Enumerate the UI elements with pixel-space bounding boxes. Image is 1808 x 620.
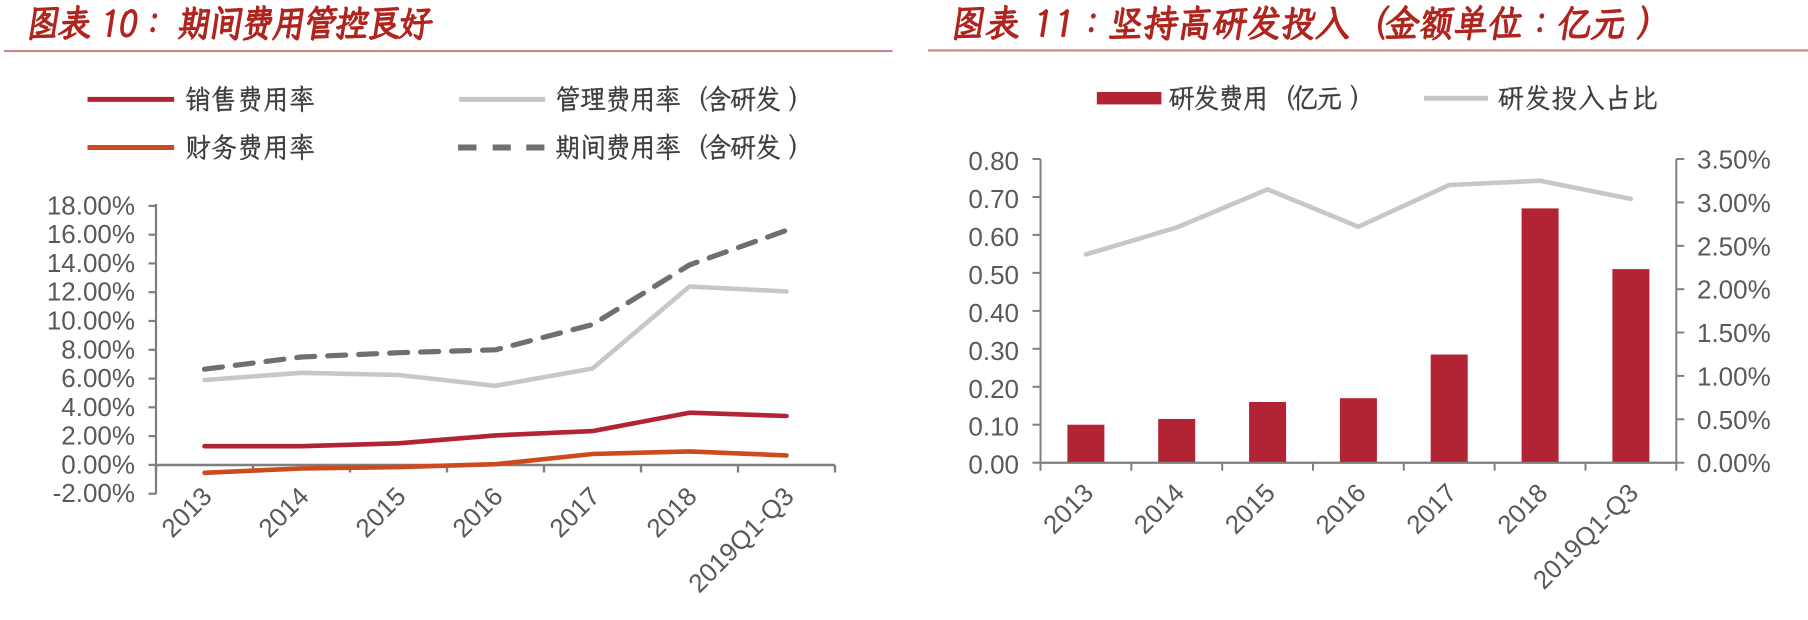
svg-text:6.00%: 6.00% — [61, 363, 135, 393]
svg-text:0.20: 0.20 — [968, 374, 1019, 404]
svg-text:2019Q1-Q3: 2019Q1-Q3 — [682, 481, 799, 598]
svg-text:2013: 2013 — [1037, 478, 1099, 540]
svg-text:3.50%: 3.50% — [1697, 145, 1771, 175]
svg-text:1.00%: 1.00% — [1697, 361, 1771, 391]
svg-text:2014: 2014 — [1128, 478, 1190, 540]
svg-text:4.00%: 4.00% — [61, 392, 135, 422]
svg-text:0.40: 0.40 — [968, 298, 1019, 328]
svg-text:2.00%: 2.00% — [1697, 275, 1771, 305]
svg-text:2017: 2017 — [543, 481, 605, 543]
svg-text:8.00%: 8.00% — [61, 334, 135, 364]
svg-text:0.10: 0.10 — [968, 412, 1019, 442]
svg-text:2015: 2015 — [349, 481, 411, 543]
svg-text:2014: 2014 — [252, 481, 314, 543]
svg-text:12.00%: 12.00% — [47, 277, 135, 307]
svg-text:2016: 2016 — [446, 481, 508, 543]
svg-text:0.50: 0.50 — [968, 260, 1019, 290]
svg-text:-2.00%: -2.00% — [53, 478, 135, 508]
svg-text:18.00%: 18.00% — [47, 190, 135, 220]
svg-text:2018: 2018 — [1491, 478, 1553, 540]
svg-text:0.00%: 0.00% — [61, 449, 135, 479]
svg-text:0.70: 0.70 — [968, 184, 1019, 214]
svg-text:14.00%: 14.00% — [47, 248, 135, 278]
svg-text:0.00: 0.00 — [968, 450, 1019, 480]
svg-text:0.60: 0.60 — [968, 222, 1019, 252]
svg-text:2013: 2013 — [155, 481, 217, 543]
svg-text:2018: 2018 — [640, 481, 702, 543]
svg-text:0.00%: 0.00% — [1697, 448, 1771, 478]
svg-text:0.50%: 0.50% — [1697, 405, 1771, 435]
svg-text:2017: 2017 — [1400, 478, 1462, 540]
svg-text:0.30: 0.30 — [968, 336, 1019, 366]
svg-text:2.50%: 2.50% — [1697, 231, 1771, 261]
svg-text:1.50%: 1.50% — [1697, 318, 1771, 348]
svg-text:16.00%: 16.00% — [47, 219, 135, 249]
svg-text:10.00%: 10.00% — [47, 306, 135, 336]
svg-text:2.00%: 2.00% — [61, 421, 135, 451]
svg-text:2015: 2015 — [1219, 478, 1281, 540]
svg-text:0.80: 0.80 — [968, 146, 1019, 176]
svg-text:3.00%: 3.00% — [1697, 188, 1771, 218]
svg-text:2016: 2016 — [1310, 478, 1372, 540]
